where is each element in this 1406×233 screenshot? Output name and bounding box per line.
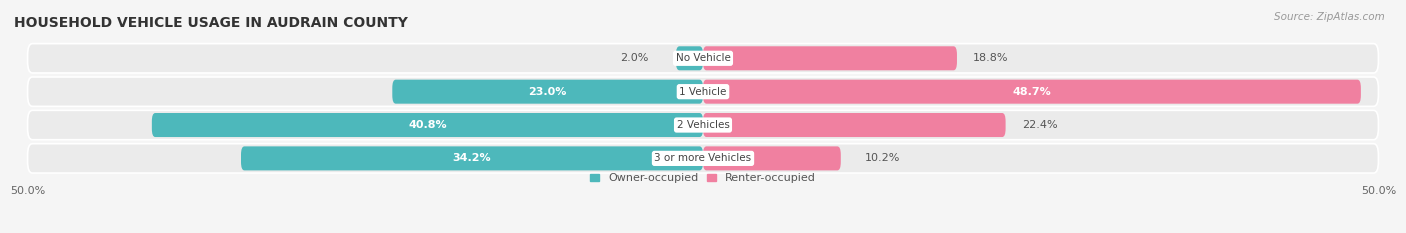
Text: 40.8%: 40.8% [408,120,447,130]
Text: 34.2%: 34.2% [453,153,491,163]
Text: 18.8%: 18.8% [973,53,1008,63]
Text: 2.0%: 2.0% [620,53,650,63]
FancyBboxPatch shape [28,44,1378,73]
FancyBboxPatch shape [703,46,957,70]
FancyBboxPatch shape [28,110,1378,140]
Text: 10.2%: 10.2% [865,153,900,163]
FancyBboxPatch shape [392,80,703,104]
Text: 3 or more Vehicles: 3 or more Vehicles [654,153,752,163]
FancyBboxPatch shape [152,113,703,137]
FancyBboxPatch shape [28,77,1378,106]
FancyBboxPatch shape [28,144,1378,173]
Legend: Owner-occupied, Renter-occupied: Owner-occupied, Renter-occupied [586,169,820,188]
Text: 22.4%: 22.4% [1022,120,1057,130]
Text: 2 Vehicles: 2 Vehicles [676,120,730,130]
Text: No Vehicle: No Vehicle [675,53,731,63]
FancyBboxPatch shape [703,80,1361,104]
FancyBboxPatch shape [703,113,1005,137]
Text: HOUSEHOLD VEHICLE USAGE IN AUDRAIN COUNTY: HOUSEHOLD VEHICLE USAGE IN AUDRAIN COUNT… [14,16,408,30]
Text: 48.7%: 48.7% [1012,87,1052,97]
Text: Source: ZipAtlas.com: Source: ZipAtlas.com [1274,12,1385,22]
FancyBboxPatch shape [703,146,841,170]
FancyBboxPatch shape [240,146,703,170]
Text: 23.0%: 23.0% [529,87,567,97]
Text: 1 Vehicle: 1 Vehicle [679,87,727,97]
FancyBboxPatch shape [676,46,703,70]
